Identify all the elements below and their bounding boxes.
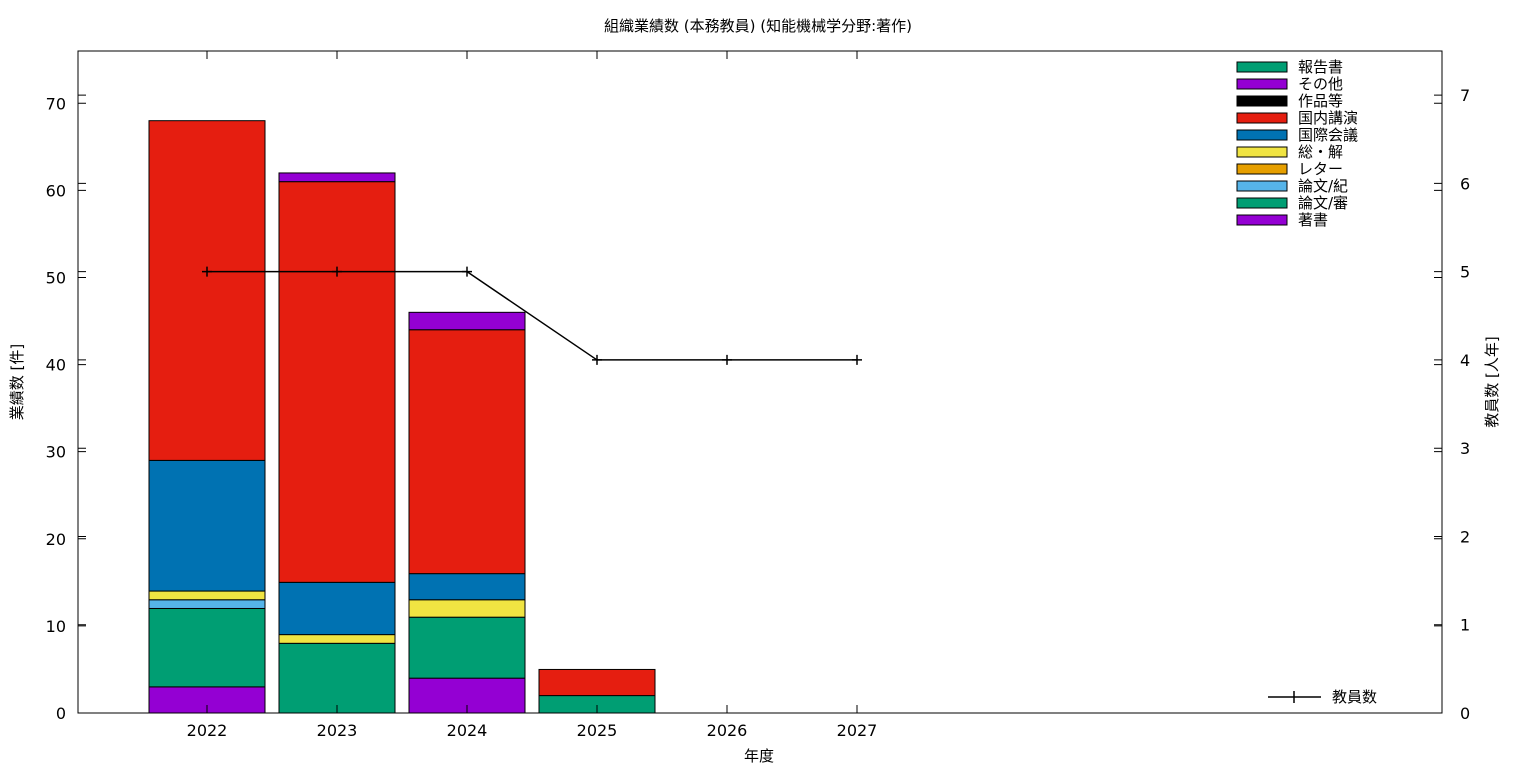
faculty-point [202, 266, 212, 277]
y2-axis-label: 教員数 [人年] [1483, 336, 1501, 427]
y-tick-label: 50 [46, 268, 66, 287]
legend-label: 報告書 [1298, 58, 1343, 76]
legend-label: その他 [1298, 75, 1343, 93]
legend-label: レター [1298, 160, 1343, 178]
faculty-point [852, 354, 862, 365]
faculty-point [332, 266, 342, 277]
legend-swatch [1236, 214, 1288, 226]
legend-swatch [1236, 146, 1288, 158]
legend-swatch [1236, 163, 1288, 175]
y-axis-label: 業績数 [件] [8, 344, 26, 420]
x-tick-label: 2024 [447, 721, 488, 740]
bar-segment [408, 599, 526, 618]
y-tick-label: 20 [46, 530, 66, 549]
y-tick-label: 30 [46, 443, 66, 462]
legend-swatch [1236, 180, 1288, 192]
faculty-point [462, 266, 472, 277]
x-tick-label: 2023 [317, 721, 358, 740]
legend-label: 国際会議 [1298, 126, 1358, 144]
faculty-line [207, 270, 857, 361]
legend-label: 作品等 [1298, 92, 1343, 110]
bar-segment [538, 668, 656, 697]
y2-tick-label: 7 [1460, 86, 1470, 105]
legend-swatch [1236, 95, 1288, 107]
legend-label: 総・解 [1298, 143, 1343, 161]
bar-segment [278, 642, 396, 714]
y-tick-label: 60 [46, 181, 66, 200]
y2-tick-label: 5 [1460, 263, 1470, 282]
bar-segment [148, 607, 266, 688]
bar-segment [278, 172, 396, 183]
legend-label: 著書 [1298, 211, 1328, 229]
y2-tick-label: 4 [1460, 351, 1470, 370]
legend-line-label: 教員数 [1332, 688, 1377, 706]
y-tick-label: 10 [46, 617, 66, 636]
line-layer [202, 266, 862, 365]
legend-label: 論文/審 [1298, 194, 1348, 212]
y-tick-label: 70 [46, 94, 66, 113]
x-tick-label: 2027 [837, 721, 878, 740]
faculty-point [592, 354, 602, 365]
legend-swatch [1236, 197, 1288, 209]
legend-label: 国内講演 [1298, 109, 1358, 127]
bar-segment [408, 311, 526, 331]
x-tick-label: 2026 [707, 721, 748, 740]
legend-swatch [1236, 129, 1288, 141]
bar-segment [148, 120, 266, 461]
y-tick-label: 40 [46, 356, 66, 375]
x-tick-label: 2022 [187, 721, 228, 740]
bar-segment [408, 329, 526, 575]
bar-segment [408, 616, 526, 679]
legend-swatch [1236, 78, 1288, 90]
y2-tick-label: 2 [1460, 527, 1470, 546]
chart-title: 組織業績数 (本務教員) (知能機械学分野:著作) [604, 17, 912, 35]
legend-swatch [1236, 61, 1288, 73]
y2-tick-label: 1 [1460, 616, 1470, 635]
faculty-point [722, 354, 732, 365]
y2-tick-label: 0 [1460, 704, 1470, 723]
legend-swatch [1236, 112, 1288, 124]
y2-tick-label: 6 [1460, 174, 1470, 193]
bar-segment [278, 634, 396, 644]
plot-frame [77, 50, 1443, 714]
y2-tick-label: 3 [1460, 439, 1470, 458]
bar-segment [148, 590, 266, 601]
bars-layer [148, 120, 656, 714]
bar-segment [148, 459, 266, 592]
bar-segment [408, 573, 526, 601]
legend-line-swatch [1268, 691, 1321, 703]
x-tick-label: 2025 [577, 721, 618, 740]
legend-label: 論文/紀 [1298, 177, 1348, 195]
bar-segment [148, 599, 266, 609]
axes-layer: 0 10 20 30 40 50 60 70 0 1 2 3 4 5 6 7 2022 2023 2024 2025 2… [46, 51, 1470, 740]
x-axis-label: 年度 [744, 747, 774, 765]
bar-segment [278, 581, 396, 636]
y-tick-label: 0 [56, 704, 66, 723]
bar-segment [278, 181, 396, 583]
